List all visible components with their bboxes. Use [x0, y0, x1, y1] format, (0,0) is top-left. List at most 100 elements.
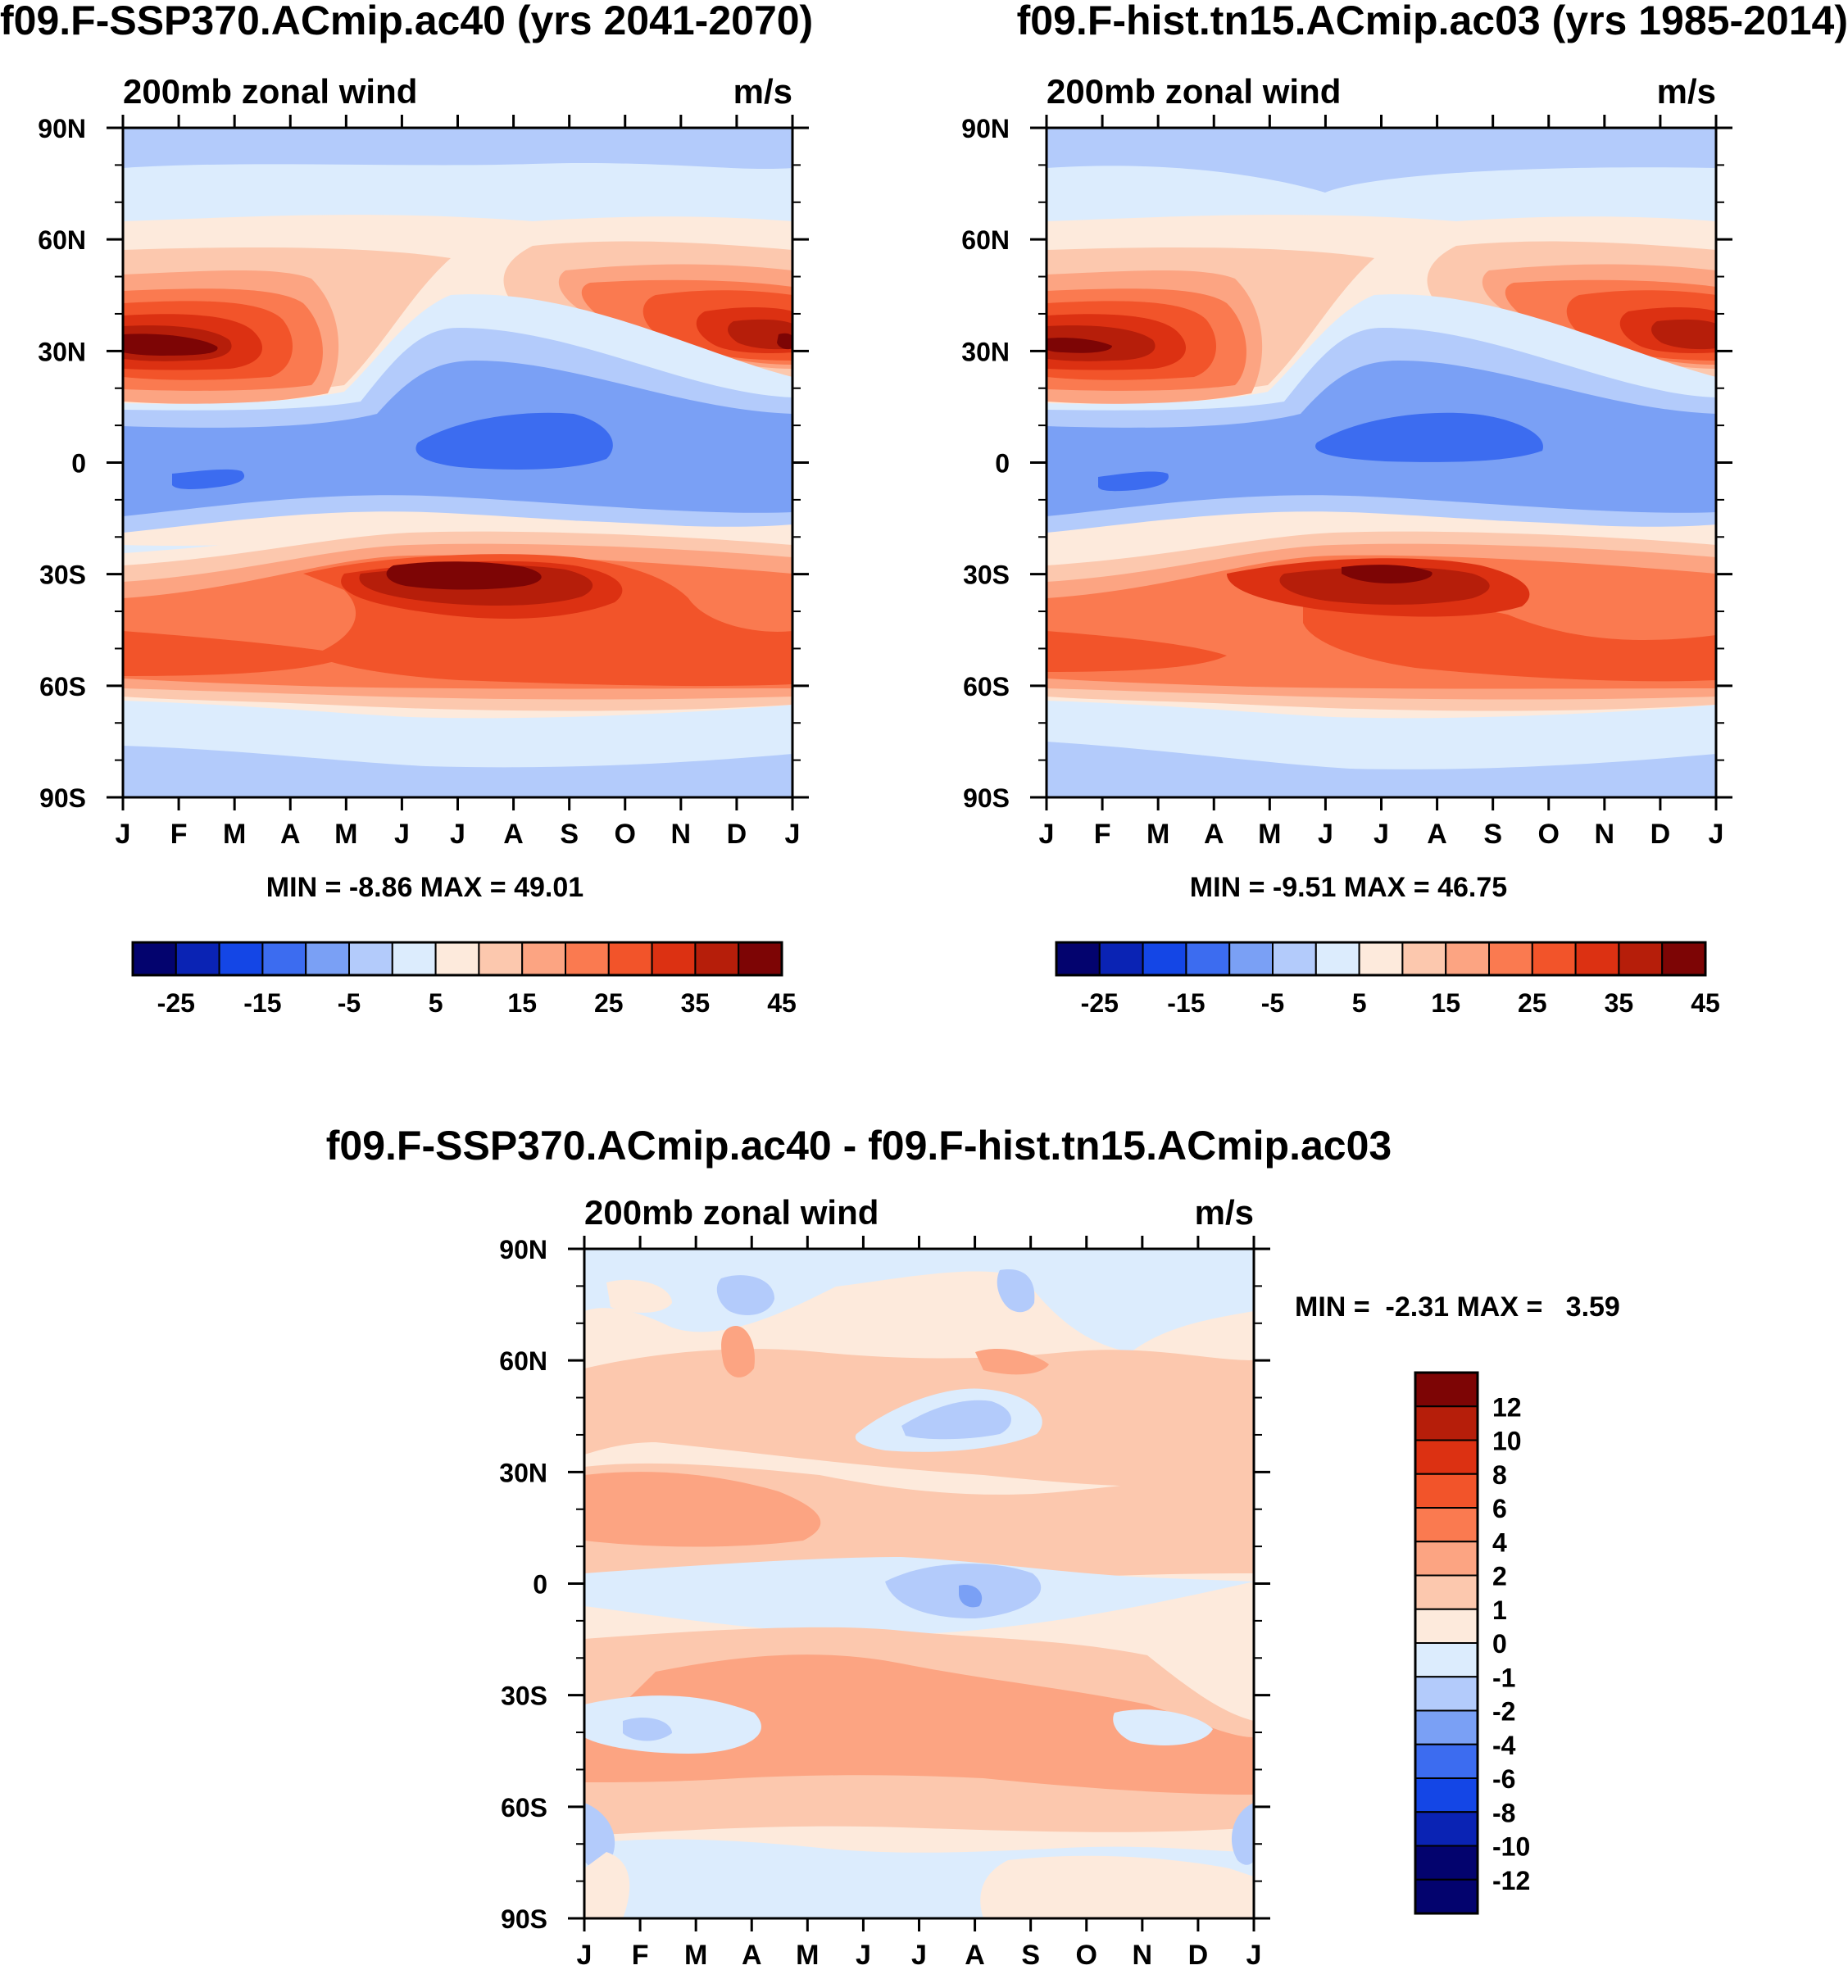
colorbar-label: 10 [1492, 1427, 1522, 1456]
colorbar-label: -4 [1492, 1731, 1516, 1760]
panel-title: f09.F-SSP370.ACmip.ac40 - f09.F-hist.tn1… [326, 1123, 1392, 1169]
colorbar-swatch [565, 942, 610, 976]
y-tick-label: 30N [499, 1458, 547, 1487]
y-tick-label: 30N [38, 337, 86, 366]
colorbar-label: 4 [1492, 1527, 1507, 1557]
y-tick-label: 90N [961, 114, 1010, 143]
x-tick-label: A [503, 819, 524, 850]
colorbar-swatch [1414, 1878, 1478, 1914]
colorbar-swatch [1401, 942, 1447, 976]
y-tick-label: 30S [39, 561, 86, 590]
y-tick-label: 0 [533, 1570, 547, 1600]
x-tick-label: O [1076, 1940, 1097, 1971]
colorbar-swatch [651, 942, 697, 976]
x-tick-label: O [615, 819, 636, 850]
colorbar-swatch [305, 942, 351, 976]
x-tick-label: J [1374, 819, 1389, 850]
stats-label: MIN = -8.86 MAX = 49.01 [266, 872, 583, 903]
y-tick-label: 60N [38, 225, 86, 255]
panel-ssp370: f09.F-SSP370.ACmip.ac40 (yrs 2041-2070) … [0, 0, 813, 1018]
colorbar-swatch [1414, 1709, 1478, 1745]
x-tick-label: A [742, 1940, 762, 1971]
x-tick-label: J [856, 1940, 871, 1971]
colorbar-swatch [1228, 942, 1274, 976]
x-tick-label: D [727, 819, 747, 850]
colorbar-swatch [694, 942, 740, 976]
colorbar-swatch [1414, 1642, 1478, 1678]
panel-title: f09.F-hist.tn15.ACmip.ac03 (yrs 1985-201… [1017, 0, 1848, 43]
y-tick-label: 30N [961, 337, 1010, 366]
colorbar-swatch [1414, 1574, 1478, 1610]
colorbar-swatch [1414, 1405, 1478, 1441]
y-tick-label: 0 [71, 449, 86, 479]
colorbar-swatch [1414, 1439, 1478, 1475]
colorbar-label: 35 [1605, 988, 1634, 1018]
x-tick-label: A [1204, 819, 1224, 850]
colorbar-label: -5 [338, 988, 361, 1018]
panel-subtitle: 200mb zonal wind [584, 1193, 879, 1232]
colorbar-frame [1414, 1371, 1479, 1915]
x-tick-label: S [1483, 819, 1502, 850]
colorbar-swatch [1358, 942, 1404, 976]
colorbar-swatch [1414, 1507, 1478, 1543]
y-tick-label: 90S [501, 1904, 547, 1934]
contour-field [584, 1249, 1254, 1918]
colorbar-swatch [1414, 1777, 1478, 1813]
colorbar-swatch [218, 942, 264, 976]
x-tick-label: J [785, 819, 801, 850]
colorbar-swatch [1414, 1845, 1478, 1881]
colorbar-label: 35 [681, 988, 711, 1018]
colorbar-swatch [478, 942, 524, 976]
panel-units: m/s [1195, 1193, 1254, 1232]
x-tick-label: M [796, 1940, 819, 1971]
colorbar-label: -6 [1492, 1764, 1515, 1794]
colorbar-swatch [1414, 1372, 1478, 1408]
panel-difference: f09.F-SSP370.ACmip.ac40 - f09.F-hist.tn1… [326, 1123, 1620, 1971]
colorbar-label: 45 [1691, 988, 1720, 1018]
colorbar-swatch [1272, 942, 1317, 976]
y-tick-label: 30S [501, 1682, 547, 1711]
x-tick-label: J [450, 819, 465, 850]
x-tick-label: M [223, 819, 246, 850]
colorbar-label: -25 [1081, 988, 1119, 1018]
y-tick-label: 60N [499, 1346, 547, 1376]
y-tick-label: 90S [963, 783, 1010, 813]
panel-title: f09.F-SSP370.ACmip.ac40 (yrs 2041-2070) [0, 0, 813, 43]
x-tick-label: N [671, 819, 692, 850]
colorbar-swatch [1185, 942, 1231, 976]
contour-field [1047, 128, 1716, 797]
colorbar-swatch [391, 942, 437, 976]
x-tick-label: J [116, 819, 131, 850]
colorbar-label: -1 [1492, 1663, 1515, 1692]
colorbar-swatch [132, 942, 177, 976]
x-tick-label: J [1318, 819, 1333, 850]
colorbar-swatch [521, 942, 567, 976]
colorbar-frame [131, 941, 783, 977]
colorbar-label: 8 [1492, 1460, 1507, 1490]
x-tick-label: O [1538, 819, 1560, 850]
x-tick-label: N [1133, 1940, 1153, 1971]
y-tick-label: 90N [38, 114, 86, 143]
colorbar-swatch [1574, 942, 1620, 976]
x-tick-label: F [632, 1940, 649, 1971]
y-tick-label: 90N [499, 1235, 547, 1264]
colorbar-swatch [1661, 942, 1706, 976]
x-tick-label: J [1039, 819, 1055, 850]
colorbar-swatch [738, 942, 783, 976]
colorbar-swatch [1142, 942, 1187, 976]
x-tick-label: M [334, 819, 357, 850]
colorbar-swatch [261, 942, 307, 976]
panel-hist: f09.F-hist.tn15.ACmip.ac03 (yrs 1985-201… [961, 0, 1848, 1018]
y-tick-label: 60S [39, 672, 86, 701]
x-tick-label: S [560, 819, 579, 850]
colorbar-label: -12 [1492, 1866, 1530, 1895]
colorbar-swatch [607, 942, 653, 976]
colorbar-frame [1055, 941, 1707, 977]
x-tick-label: F [170, 819, 188, 850]
y-tick-label: 30S [963, 561, 1010, 590]
panel-subtitle: 200mb zonal wind [1047, 72, 1341, 111]
x-tick-label: S [1021, 1940, 1040, 1971]
panel-units: m/s [733, 72, 792, 111]
colorbar-swatch [175, 942, 220, 976]
colorbar-label: 25 [594, 988, 624, 1018]
